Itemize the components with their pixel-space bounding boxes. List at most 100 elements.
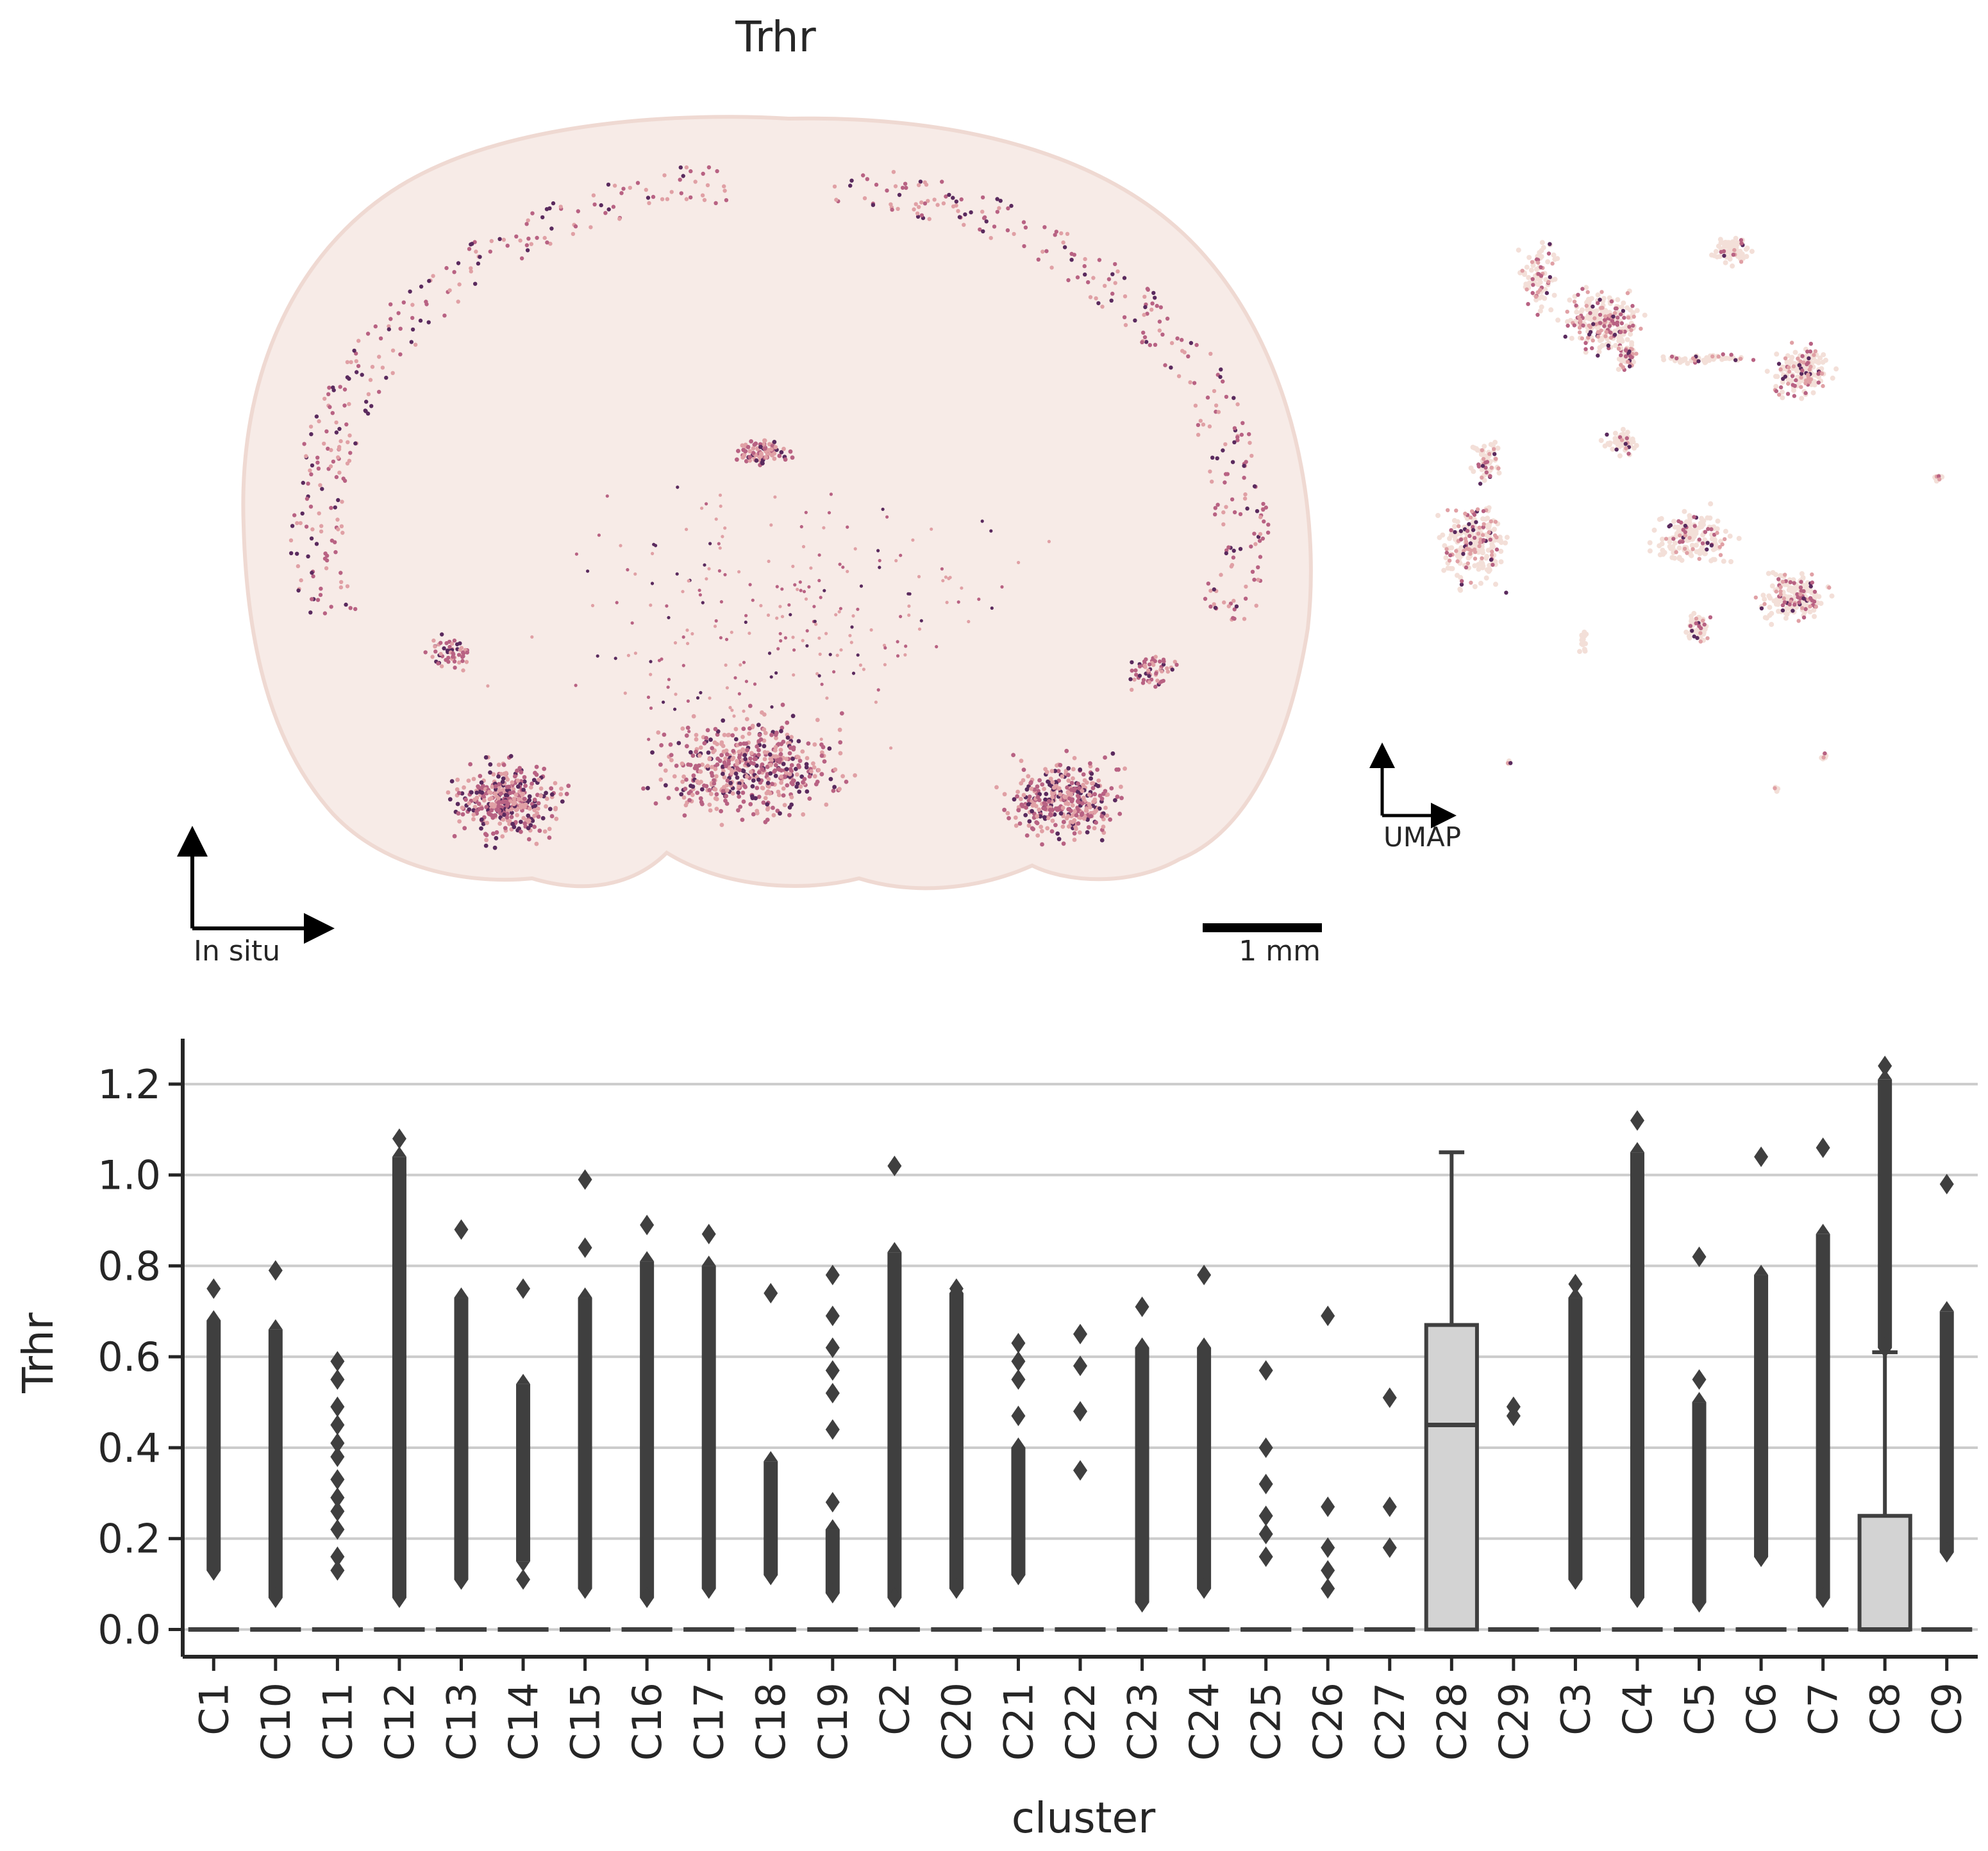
insitu-axes-indicator: In situ [177, 826, 335, 967]
box-body [1424, 1323, 1479, 1632]
outlier-point [825, 1360, 840, 1381]
outlier-point [1754, 1146, 1769, 1168]
outlier-point [454, 1569, 469, 1590]
x-tick-label: C16 [624, 1682, 671, 1761]
box-C29 [1488, 1396, 1539, 1632]
x-tick-label: C12 [376, 1682, 423, 1761]
dense-outliers-cap [1135, 1337, 1149, 1348]
outlier-point [825, 1419, 840, 1440]
outlier-point [268, 1260, 283, 1281]
dense-outliers [949, 1293, 964, 1589]
dense-outliers [825, 1529, 840, 1593]
dense-outliers-cap [516, 1373, 531, 1384]
outlier-point [516, 1278, 531, 1299]
outlier-point [1568, 1569, 1583, 1590]
outlier-point [330, 1369, 345, 1390]
x-axis-label: cluster [1012, 1793, 1156, 1843]
outlier-point [1939, 1541, 1954, 1562]
outlier-point [1011, 1332, 1026, 1353]
outlier-point [1011, 1564, 1026, 1586]
x-tick-label: C21 [995, 1682, 1042, 1761]
y-axis-label: Trhr [13, 1312, 63, 1393]
x-axis: C1 C10 C11 C12 C13 C14 C15 C16 C17 C18 C19 C2 C20 C21… [183, 1655, 1978, 1761]
brain-section-outline [241, 115, 1313, 891]
x-tick-label: C19 [810, 1682, 856, 1761]
outlier-point [206, 1560, 221, 1581]
x-tick-label: C14 [500, 1682, 547, 1761]
dense-outliers-cap [1939, 1301, 1954, 1312]
outlier-point [887, 1155, 902, 1177]
outlier-point [1816, 1587, 1830, 1608]
dense-outliers-cap [1630, 1142, 1644, 1153]
x-tick-label: C29 [1491, 1682, 1537, 1761]
umap-label: UMAP [1383, 821, 1461, 853]
box-body [1857, 1514, 1912, 1632]
box-C15 [560, 1169, 611, 1632]
boxes [188, 1055, 1973, 1632]
outlier-point [330, 1519, 345, 1540]
box-C3 [1549, 1273, 1601, 1632]
outlier-point [1816, 1137, 1830, 1159]
outlier-point [701, 1223, 716, 1244]
x-tick-label: C15 [562, 1682, 609, 1761]
scale-bar: 1 mm [1203, 923, 1322, 967]
umap-panel [1435, 235, 1945, 794]
x-tick-label: C5 [1676, 1682, 1723, 1736]
dense-outliers [1568, 1298, 1583, 1580]
outlier-point [1197, 1264, 1212, 1286]
dense-outliers [1939, 1311, 1954, 1552]
dense-outliers [578, 1298, 592, 1589]
outlier-point [578, 1237, 592, 1259]
dense-outliers [1816, 1234, 1830, 1598]
dense-outliers [392, 1157, 406, 1598]
dense-outliers-cap [701, 1255, 716, 1266]
x-tick-label: C17 [686, 1682, 733, 1761]
outlier-point [949, 1578, 964, 1599]
y-axis: 0.0 0.2 0.4 0.6 0.8 1.0 1.2 [97, 1039, 185, 1657]
outlier-point [330, 1487, 345, 1508]
x-tick-label: C24 [1181, 1682, 1228, 1761]
outlier-point [330, 1469, 345, 1490]
dense-outliers [1135, 1348, 1149, 1602]
outlier-point [1011, 1351, 1026, 1372]
box-C26 [1302, 1305, 1353, 1632]
umap-expression-dots [1435, 235, 1945, 794]
box-C27 [1364, 1387, 1416, 1632]
boxplot-chart: 0.00.20.40.60.81.01.2 C1 C10 C11 C12 C13 C14 C… [13, 1039, 1978, 1843]
box-C18 [745, 1282, 796, 1632]
outlier-point [1382, 1387, 1397, 1408]
outlier-point [578, 1578, 592, 1599]
x-tick-label: C18 [748, 1682, 794, 1761]
box-C5 [1673, 1246, 1725, 1632]
x-tick-label: C26 [1305, 1682, 1351, 1761]
outlier-point [1321, 1560, 1335, 1581]
outlier-point [1692, 1591, 1707, 1612]
insitu-panel [241, 115, 1313, 891]
y-tick-label: 0.0 [97, 1606, 161, 1653]
box-C24 [1178, 1264, 1230, 1632]
x-tick-label: C10 [253, 1682, 299, 1761]
outlier-point [516, 1569, 531, 1590]
outlier-point [825, 1337, 840, 1358]
outlier-point [949, 1278, 964, 1299]
dense-outliers-cap [1692, 1392, 1707, 1403]
dense-outliers-cap [206, 1310, 221, 1321]
outlier-point [1321, 1496, 1335, 1518]
outlier-point [1692, 1369, 1707, 1390]
outlier-point [1258, 1473, 1273, 1495]
outlier-point [701, 1578, 716, 1599]
outlier-point [825, 1382, 840, 1403]
dense-outliers-cap [887, 1242, 902, 1253]
outlier-point [330, 1446, 345, 1468]
outlier-point [1258, 1437, 1273, 1458]
outlier-point [268, 1587, 283, 1608]
dense-outliers-cap [1011, 1437, 1026, 1448]
box-C8 [1857, 1055, 1912, 1632]
outlier-point [330, 1414, 345, 1436]
outlier-point [1754, 1546, 1769, 1568]
box-C22 [1055, 1323, 1106, 1632]
dense-outliers-cap [764, 1451, 778, 1462]
outlier-point [330, 1432, 345, 1453]
y-tick-label: 0.2 [97, 1516, 161, 1562]
outlier-point [887, 1587, 902, 1608]
